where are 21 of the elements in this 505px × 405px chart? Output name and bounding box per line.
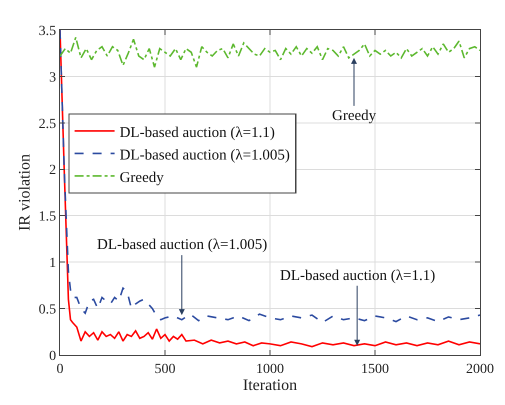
- legend-label: Greedy: [120, 170, 164, 186]
- x-tick-label: 2000: [466, 362, 494, 377]
- annotation: Greedy: [332, 108, 377, 124]
- y-tick-label: 0.5: [38, 302, 56, 318]
- legend-label: DL-based auction (λ=1.1): [120, 124, 275, 141]
- y-tick-label: 3: [49, 70, 56, 86]
- y-tick-label: 2: [49, 163, 56, 178]
- annotation: DL-based auction (λ=1.005): [97, 237, 268, 253]
- x-axis-title: Iteration: [242, 376, 298, 394]
- y-tick-label: 2.5: [38, 116, 56, 132]
- y-tick-label: 1: [49, 256, 56, 272]
- annotation: DL-based auction (λ=1.1): [280, 268, 436, 284]
- x-tick-label: 1500: [361, 362, 389, 377]
- legend-label: DL-based auction (λ=1.005): [120, 147, 290, 164]
- line-series: [60, 36, 480, 68]
- x-tick-label: 500: [154, 362, 176, 377]
- x-tick-label: 1000: [256, 362, 284, 377]
- y-tick-label: 1.5: [38, 210, 56, 225]
- y-axis-title: IR violation: [16, 154, 34, 231]
- y-tick-label: 0: [49, 348, 56, 364]
- y-tick-label: 3.5: [38, 24, 56, 39]
